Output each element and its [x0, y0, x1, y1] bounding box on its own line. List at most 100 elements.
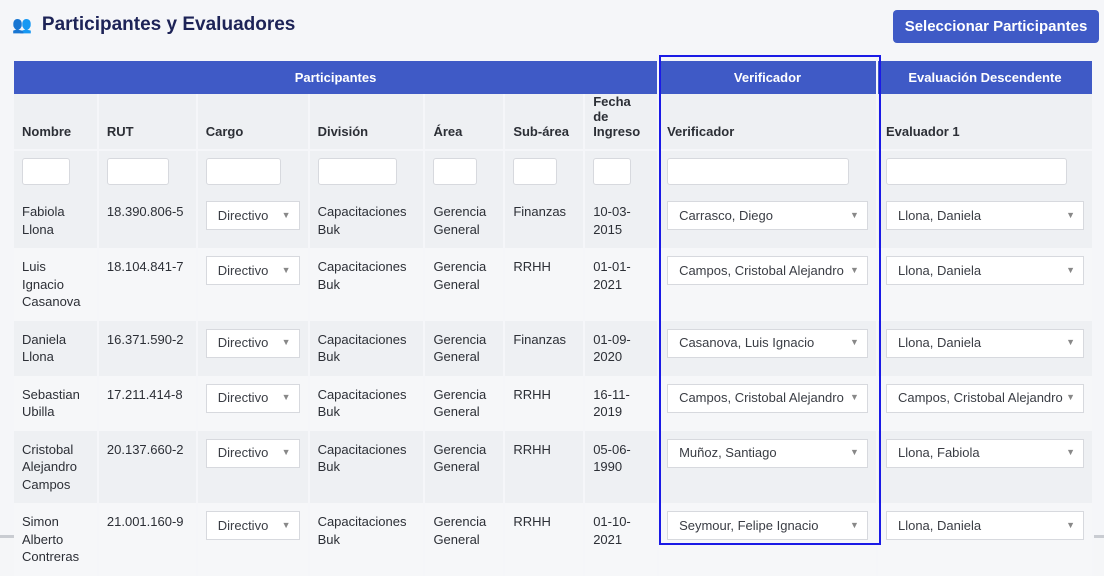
column-header[interactable]: División — [308, 94, 426, 151]
division-cell: Capacitaciones Buk — [308, 193, 426, 248]
verificador-cell: Campos, Cristobal Alejandro ▼ — [658, 375, 878, 431]
filter-cell — [876, 150, 1095, 193]
subarea-cell: Finanzas — [504, 193, 586, 248]
column-filter-input[interactable] — [885, 158, 1067, 185]
column-header[interactable]: Verificador — [658, 94, 878, 151]
cargo-select[interactable]: Directivo ▼ — [205, 201, 300, 230]
column-header[interactable]: Cargo — [196, 94, 310, 151]
caret-down-icon: ▼ — [281, 264, 291, 275]
select-value: Campos, Cristobal Alejandro — [679, 262, 844, 278]
group-verificador: Verificador — [658, 61, 878, 94]
caret-down-icon: ▼ — [1066, 264, 1075, 275]
division-cell: Capacitaciones Buk — [308, 248, 426, 321]
select-value: Llona, Daniela — [897, 517, 982, 533]
verificador-select[interactable]: Campos, Cristobal Alejandro ▼ — [667, 256, 868, 285]
column-filter-input[interactable] — [667, 158, 850, 185]
column-filter-input[interactable] — [205, 158, 281, 185]
column-header[interactable]: Fecha de Ingreso — [584, 94, 660, 151]
column-filter-input[interactable] — [513, 158, 558, 185]
fecha-cell: 05-06-1990 — [584, 430, 660, 503]
filter-cell — [14, 150, 99, 193]
caret-down-icon: ▼ — [850, 209, 859, 220]
area-cell: Gerencia General — [424, 320, 506, 376]
division-cell: Capacitaciones Buk — [308, 375, 426, 431]
column-filter-input[interactable] — [106, 158, 169, 185]
caret-down-icon: ▼ — [850, 519, 859, 530]
select-value: Directivo — [217, 445, 269, 461]
table-row: Fabiola Llona 18.390.806-5 Directivo ▼ Capac… — [14, 193, 1095, 248]
evaluador-select[interactable]: Llona, Daniela ▼ — [885, 328, 1084, 358]
verificador-select[interactable]: Campos, Cristobal Alejandro ▼ — [667, 383, 868, 413]
evaluador-cell: Campos, Cristobal Alejandro ▼ — [876, 375, 1095, 431]
verificador-select[interactable]: Muñoz, Santiago ▼ — [667, 438, 868, 468]
cargo-cell: Directivo ▼ — [196, 193, 310, 248]
select-value: Carrasco, Diego — [679, 207, 773, 223]
select-value: Seymour, Felipe Ignacio — [679, 517, 819, 533]
rut-cell: 18.390.806-5 — [97, 193, 198, 248]
column-header[interactable]: RUT — [97, 94, 198, 151]
select-value: Llona, Fabiola — [897, 445, 980, 461]
nombre-cell: Fabiola Llona — [14, 193, 99, 248]
cargo-select[interactable]: Directivo ▼ — [205, 511, 300, 540]
verificador-cell: Seymour, Felipe Ignacio ▼ — [658, 503, 878, 576]
select-value: Campos, Cristobal Alejandro — [679, 390, 844, 406]
filter-cell — [196, 150, 310, 193]
verificador-select[interactable]: Seymour, Felipe Ignacio ▼ — [667, 511, 868, 540]
division-cell: Capacitaciones Buk — [308, 430, 426, 503]
select-value: Casanova, Luis Ignacio — [679, 335, 815, 351]
select-value: Llona, Daniela — [897, 207, 982, 223]
evaluador-select[interactable]: Campos, Cristobal Alejandro ▼ — [885, 383, 1084, 413]
caret-down-icon: ▼ — [850, 264, 859, 275]
evaluador-select[interactable]: Llona, Daniela ▼ — [885, 511, 1084, 540]
evaluador-select[interactable]: Llona, Daniela ▼ — [885, 201, 1084, 230]
select-value: Directivo — [217, 207, 269, 223]
participants-card: 👥 Participantes y Evaluadores Selecciona… — [0, 10, 1104, 576]
column-header[interactable]: Área — [424, 94, 506, 151]
fecha-cell: 01-10-2021 — [584, 503, 660, 576]
fecha-cell: 16-11-2019 — [584, 375, 660, 431]
caret-down-icon: ▼ — [1066, 519, 1075, 530]
column-header[interactable]: Evaluador 1 — [876, 94, 1095, 151]
subarea-cell: RRHH — [504, 248, 586, 321]
filter-cell — [584, 150, 660, 193]
verificador-select[interactable]: Carrasco, Diego ▼ — [667, 201, 868, 230]
cargo-select[interactable]: Directivo ▼ — [205, 438, 300, 468]
nombre-cell: Sebastian Ubilla — [14, 375, 99, 431]
verificador-select[interactable]: Casanova, Luis Ignacio ▼ — [667, 328, 868, 358]
select-value: Directivo — [217, 517, 269, 533]
division-cell: Capacitaciones Buk — [308, 503, 426, 576]
cargo-select[interactable]: Directivo ▼ — [205, 328, 300, 358]
column-header[interactable]: Nombre — [14, 94, 99, 151]
area-cell: Gerencia General — [424, 375, 506, 431]
column-filter-input[interactable] — [593, 158, 632, 185]
evaluador-select[interactable]: Llona, Daniela ▼ — [885, 256, 1084, 285]
area-cell: Gerencia General — [424, 193, 506, 248]
subarea-cell: RRHH — [504, 430, 586, 503]
cargo-cell: Directivo ▼ — [196, 248, 310, 321]
filter-cell — [658, 150, 878, 193]
select-value: Llona, Daniela — [897, 335, 982, 351]
nombre-cell: Simon Alberto Contreras — [14, 503, 99, 576]
select-value: Campos, Cristobal Alejandro — [897, 390, 1063, 406]
select-value: Directivo — [217, 262, 269, 278]
column-header[interactable]: Sub-área — [504, 94, 586, 151]
column-filter-input[interactable] — [317, 158, 397, 185]
table-row: Simon Alberto Contreras 21.001.160-9 Direc… — [14, 503, 1095, 576]
rut-cell: 17.211.414-8 — [97, 375, 198, 431]
evaluador-select[interactable]: Llona, Fabiola ▼ — [885, 438, 1084, 468]
select-participants-button[interactable]: Seleccionar Participantes — [893, 10, 1099, 43]
select-value: Directivo — [217, 390, 269, 406]
nombre-cell: Daniela Llona — [14, 320, 99, 376]
caret-down-icon: ▼ — [1066, 337, 1075, 348]
column-filter-input[interactable] — [22, 158, 70, 185]
filter-cell — [97, 150, 198, 193]
verificador-cell: Carrasco, Diego ▼ — [658, 193, 878, 248]
cargo-select[interactable]: Directivo ▼ — [205, 383, 300, 413]
cargo-select[interactable]: Directivo ▼ — [205, 256, 300, 285]
page-title: 👥 Participantes y Evaluadores — [12, 14, 295, 36]
caret-down-icon: ▼ — [281, 209, 291, 220]
evaluador-cell: Llona, Daniela ▼ — [876, 193, 1095, 248]
column-filter-input[interactable] — [433, 158, 478, 185]
filter-cell — [424, 150, 506, 193]
cargo-cell: Directivo ▼ — [196, 375, 310, 431]
